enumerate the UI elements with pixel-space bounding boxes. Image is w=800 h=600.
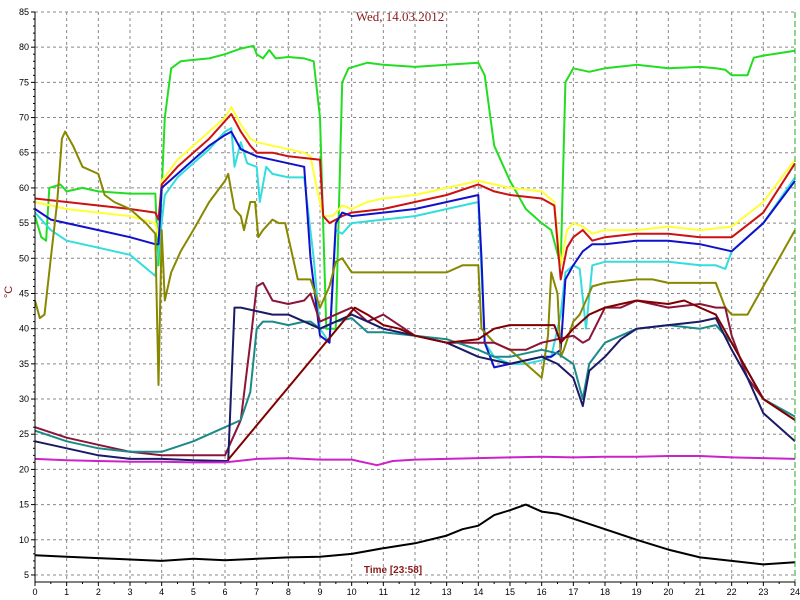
y-tick-label-0: 5 <box>24 570 29 580</box>
series-line-9 <box>34 306 796 462</box>
x-tick-label-12: 12 <box>410 587 420 597</box>
x-tick-label-8: 8 <box>286 587 291 597</box>
y-tick-label-5: 30 <box>19 394 29 404</box>
y-axis-label: °C <box>3 286 15 298</box>
x-tick-label-20: 20 <box>663 587 673 597</box>
y-tick-label-14: 75 <box>19 77 29 87</box>
x-tick-label-3: 3 <box>127 587 132 597</box>
x-tick-label-11: 11 <box>379 587 388 597</box>
x-tick-label-0: 0 <box>32 587 37 597</box>
y-tick-label-16: 85 <box>19 7 29 17</box>
y-tick-label-9: 50 <box>19 253 29 263</box>
series-line-8 <box>34 317 796 453</box>
x-tick-label-14: 14 <box>473 587 483 597</box>
series-line-6 <box>34 130 796 386</box>
x-tick-label-6: 6 <box>222 587 227 597</box>
x-tick-label-10: 10 <box>347 587 357 597</box>
y-tick-label-7: 40 <box>19 324 29 334</box>
series-line-5 <box>34 130 796 369</box>
x-tick-label-2: 2 <box>96 587 101 597</box>
y-tick-label-15: 80 <box>19 42 29 52</box>
y-tick-label-11: 60 <box>19 183 29 193</box>
y-tick-label-3: 20 <box>19 464 29 474</box>
x-tick-label-9: 9 <box>317 587 322 597</box>
y-tick-label-4: 25 <box>19 429 29 439</box>
series-line-1 <box>34 44 796 330</box>
series-line-12 <box>34 503 796 566</box>
series-line-2 <box>34 106 796 267</box>
x-tick-label-17: 17 <box>568 587 578 597</box>
y-tick-label-10: 55 <box>19 218 29 228</box>
x-tick-label-1: 1 <box>64 587 69 597</box>
series-line-10 <box>227 299 796 461</box>
x-tick-label-13: 13 <box>442 587 452 597</box>
y-tick-label-1: 10 <box>19 535 29 545</box>
x-tick-label-24: 24 <box>790 587 800 597</box>
y-tick-label-6: 35 <box>19 359 29 369</box>
tick-labels: 0 1 2 3 4 5 6 7 8 9 10 11 12 13 14 15 16 17 18 19 20 21 22 23 24… <box>19 7 800 597</box>
series-line-4 <box>34 127 796 365</box>
y-tick-label-13: 70 <box>19 113 29 123</box>
chart-title: Wed, 14.03.2012 <box>356 9 445 24</box>
x-axis-label: Time [23:58] <box>364 565 422 576</box>
x-tick-label-19: 19 <box>632 587 642 597</box>
x-tick-label-16: 16 <box>537 587 547 597</box>
y-tick-label-8: 45 <box>19 288 29 298</box>
x-tick-label-18: 18 <box>600 587 610 597</box>
y-tick-label-2: 15 <box>19 500 29 510</box>
axes <box>31 11 796 586</box>
x-tick-label-4: 4 <box>159 587 164 597</box>
x-tick-label-22: 22 <box>727 587 737 597</box>
series-group <box>34 44 796 566</box>
x-tick-label-23: 23 <box>758 587 768 597</box>
y-tick-label-12: 65 <box>19 148 29 158</box>
x-tick-label-15: 15 <box>505 587 515 597</box>
x-tick-label-21: 21 <box>695 587 705 597</box>
x-tick-label-7: 7 <box>254 587 259 597</box>
series-line-11 <box>34 455 796 467</box>
x-tick-label-5: 5 <box>191 587 196 597</box>
